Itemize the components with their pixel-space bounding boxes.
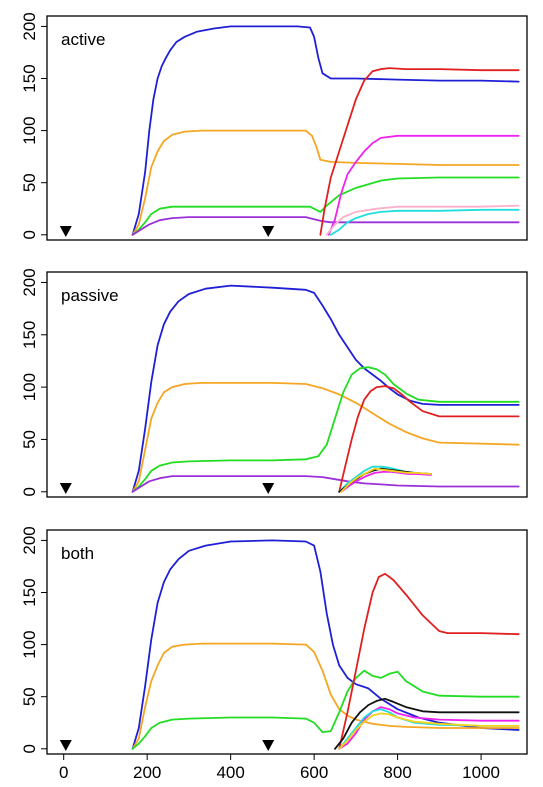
y-tick-label: 150 [20,321,39,349]
y-tick-label: 200 [20,526,39,554]
series-line-3 [131,216,520,236]
panel-label: passive [61,286,119,305]
series-line-7 [340,471,432,493]
series-line-0 [131,284,520,493]
event-marker [262,740,275,751]
series-line-5 [327,134,520,236]
y-tick-label: 150 [20,578,39,606]
series-group [131,284,520,493]
y-tick-label: 100 [20,630,39,658]
series-line-1 [131,129,520,236]
series-line-4 [338,385,520,493]
series-line-7 [338,712,520,750]
plot-frame [46,15,528,241]
series-line-0 [131,539,520,750]
series-line-2 [131,176,520,236]
series-line-3 [131,475,520,493]
panel-passive: 0 50 100 150 200 passive [20,268,528,498]
x-tick-label: 1000 [462,763,500,782]
y-tick-label: 150 [20,64,39,92]
x-tick-label: 400 [216,763,244,782]
y-tick-label: 100 [20,116,39,144]
x-tick-label: 800 [383,763,411,782]
y-tick-label: 50 [20,173,39,192]
y-tick-label: 100 [20,373,39,401]
x-tick-label: 200 [133,763,161,782]
series-line-6 [325,204,520,236]
event-marker [59,226,72,237]
event-marker [262,483,275,494]
panel-active: 0 50 100 150 200 active [20,12,528,241]
y-tick-label: 0 [20,487,39,496]
y-tick-label: 50 [20,687,39,706]
plot-frame [46,271,528,498]
y-tick-label: 50 [20,430,39,449]
y-tick-label: 200 [20,12,39,40]
series-line-4 [319,67,520,236]
series-line-2 [131,366,520,493]
series-line-7 [329,208,520,236]
x-tick-label: 600 [300,763,328,782]
series-line-1 [131,382,520,493]
series-line-2 [131,669,520,750]
y-tick-label: 0 [20,230,39,239]
y-tick-label: 200 [20,268,39,296]
series-line-3 [338,572,520,750]
panel-label: both [61,544,94,563]
event-marker [59,483,72,494]
series-line-5 [338,706,520,750]
series-group [131,539,520,750]
panel-label: active [61,30,105,49]
series-line-1 [131,642,520,750]
event-marker [262,226,275,237]
plot-frame [46,529,528,755]
series-line-8 [340,467,432,493]
series-line-0 [131,25,520,236]
series-group [131,25,520,236]
event-marker [59,740,72,751]
y-tick-label: 0 [20,744,39,753]
series-line-4 [334,697,520,750]
x-tick-label: 0 [59,763,68,782]
panel-both: 0 50 100 150 200 0 200 400 600 800 1000 both [20,526,528,782]
